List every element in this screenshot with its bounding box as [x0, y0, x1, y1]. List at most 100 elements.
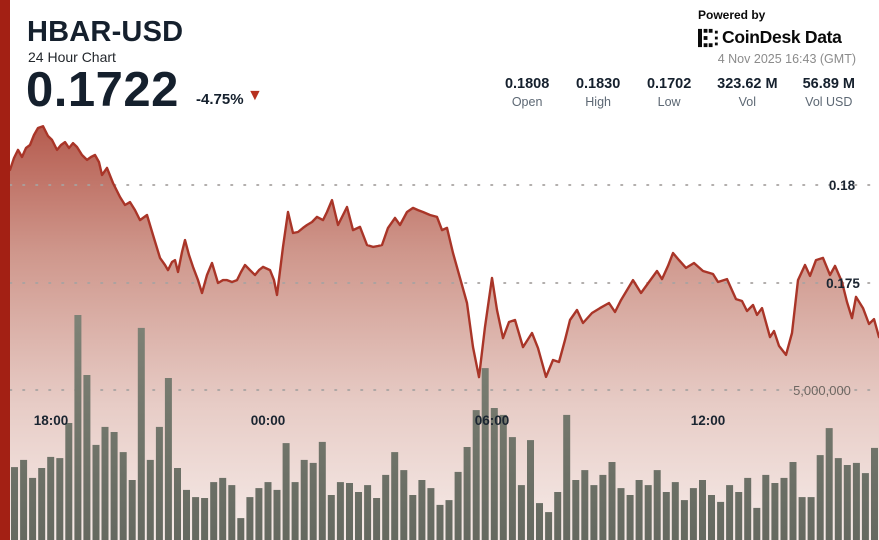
- left-accent-bar: [0, 0, 10, 540]
- volume-bar: [644, 485, 652, 540]
- volume-bar: [481, 368, 489, 540]
- volume-bar: [409, 495, 417, 540]
- timestamp: 4 Nov 2025 16:43 (GMT): [717, 52, 856, 66]
- volume-bar: [300, 459, 308, 540]
- volume-bar: [472, 410, 480, 540]
- current-price: 0.1722: [26, 63, 179, 117]
- x-axis-tick-0000: 00:00: [250, 413, 286, 428]
- volume-bar: [146, 459, 154, 540]
- volume-bar: [490, 408, 498, 540]
- volume-bar: [219, 477, 227, 540]
- volume-bar: [309, 462, 317, 540]
- dotted-gridlines: [9, 184, 879, 391]
- volume-bar: [92, 444, 100, 540]
- volume-bars: [11, 315, 878, 540]
- volume-bar: [852, 462, 860, 540]
- volume-bar: [364, 485, 372, 540]
- volume-bar: [282, 443, 290, 540]
- volume-bar: [699, 480, 706, 540]
- volume-bar: [771, 483, 779, 540]
- stat-low-label: Low: [657, 95, 681, 109]
- stat-high-label: High: [585, 95, 611, 109]
- volume-bar: [11, 467, 18, 540]
- volume-bar: [164, 378, 172, 540]
- volume-bar: [680, 500, 688, 540]
- volume-bar: [436, 504, 444, 540]
- volume-bar: [563, 414, 571, 540]
- volume-bar: [572, 480, 580, 540]
- volume-bar: [463, 447, 471, 540]
- volume-bar: [38, 468, 46, 540]
- volume-bar: [744, 477, 752, 540]
- volume-bar: [318, 441, 326, 540]
- volume-bar: [291, 482, 299, 540]
- volume-bar: [192, 497, 200, 540]
- volume-bar: [336, 482, 344, 540]
- volume-bar: [183, 489, 190, 540]
- volume-bar: [237, 518, 245, 540]
- stat-volume: 323.62 M Vol: [717, 76, 777, 109]
- branding-block: Powered by CoinDesk Data 4 Nov 2025 16:4…: [698, 8, 856, 66]
- volume-bar: [355, 492, 362, 540]
- volume-bar: [391, 452, 399, 540]
- volume-bar: [626, 495, 634, 540]
- volume-bar: [599, 474, 607, 540]
- volume-bar: [871, 447, 878, 540]
- stat-low: 0.1702 Low: [646, 76, 692, 109]
- price-area-fill: [10, 126, 879, 540]
- volume-bar: [545, 512, 553, 540]
- volume-bar: [273, 489, 281, 540]
- chart-subtitle: 24 Hour Chart: [28, 49, 116, 65]
- page-title: HBAR-USD: [27, 16, 184, 48]
- volume-bar: [445, 500, 453, 540]
- volume-bar: [382, 474, 390, 540]
- volume-bar: [581, 470, 589, 540]
- stat-low-value: 0.1702: [646, 76, 692, 92]
- volume-bar: [780, 477, 788, 540]
- volume-bar: [346, 483, 353, 540]
- volume-bar: [590, 485, 598, 540]
- volume-bar: [201, 498, 209, 540]
- volume-bar: [454, 471, 462, 540]
- volume-bar: [155, 426, 163, 540]
- volume-bar: [554, 492, 562, 540]
- volume-bar: [789, 462, 797, 540]
- volume-bar: [255, 488, 263, 540]
- volume-bar: [617, 488, 625, 540]
- volume-axis-tick-5m: 5,000,000: [793, 383, 851, 398]
- volume-bar: [74, 315, 82, 540]
- stat-volume-label: Vol: [738, 95, 757, 109]
- volume-bar: [608, 462, 616, 540]
- stat-volume-usd-label: Vol USD: [805, 95, 853, 109]
- volume-bar: [753, 507, 761, 540]
- volume-bar: [119, 452, 127, 540]
- price-change-percent: -4.75%: [196, 91, 244, 108]
- volume-bar: [427, 488, 435, 540]
- volume-bar: [56, 458, 64, 540]
- volume-bar: [653, 470, 661, 540]
- volume-bar: [762, 474, 770, 540]
- volume-bar: [228, 485, 236, 540]
- price-line: [8, 125, 879, 379]
- volume-bar: [174, 468, 181, 540]
- volume-bar: [400, 470, 408, 540]
- coindesk-logo-icon: [698, 28, 718, 47]
- stat-high-value: 0.1830: [575, 76, 621, 92]
- volume-bar: [418, 480, 426, 540]
- volume-bar: [834, 458, 842, 540]
- price-down-icon: ▼: [247, 87, 263, 104]
- volume-bar: [29, 477, 37, 540]
- x-axis-tick-1800: 18:00: [33, 413, 69, 428]
- volume-bar: [671, 482, 679, 540]
- stats-row: 0.1808 Open 0.1830 High 0.1702 Low 323.6…: [504, 76, 855, 109]
- volume-bar: [861, 473, 869, 540]
- y-axis-tick-0-18: 0.18: [828, 178, 856, 193]
- volume-bar: [798, 497, 806, 540]
- volume-bar: [47, 456, 55, 540]
- volume-bar: [517, 485, 525, 540]
- volume-bar: [110, 432, 118, 540]
- stat-volume-usd-value: 56.89 M: [802, 76, 855, 92]
- stat-high: 0.1830 High: [575, 76, 621, 109]
